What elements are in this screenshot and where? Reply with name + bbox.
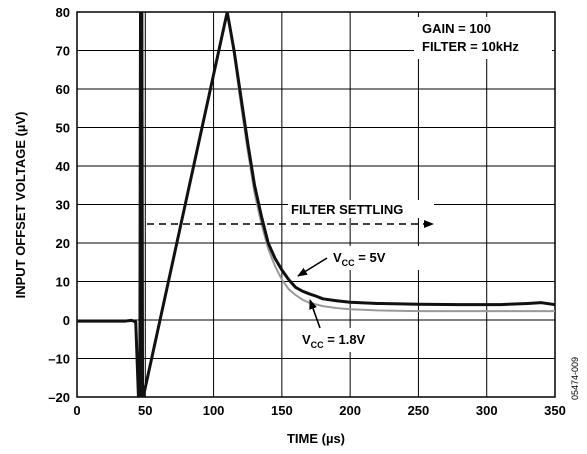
y-tick-label: 70 [56, 44, 70, 59]
y-axis-title: INPUT OFFSET VOLTAGE (µV) [13, 112, 28, 299]
series-layer [77, 12, 555, 397]
x-tick-label: 300 [476, 403, 498, 418]
y-tick-labels: –20 –10 0 10 20 30 40 50 60 70 80 [48, 5, 70, 405]
x-tick-labels: 0 50 100 150 200 250 300 350 [73, 403, 565, 418]
y-tick-label: –20 [48, 390, 70, 405]
vcc5-label: VCC = 5V [333, 250, 386, 268]
vcc18-label-bg [299, 328, 409, 352]
y-tick-label: 20 [56, 236, 70, 251]
vcc5-arrow [297, 257, 328, 277]
plot-frame [76, 11, 556, 398]
series-line-vcc-1-8v [77, 12, 555, 397]
series-line-vcc-5v [77, 12, 555, 397]
x-tick-label: 150 [271, 403, 293, 418]
settling-label-bg [288, 200, 434, 218]
x-tick-label: 50 [138, 403, 152, 418]
x-tick-label: 100 [203, 403, 225, 418]
y-tick-label: 60 [56, 82, 70, 97]
x-tick-label: 0 [73, 403, 80, 418]
y-tick-label: 30 [56, 198, 70, 213]
y-tick-label: 50 [56, 121, 70, 136]
y-tick-label: 0 [63, 313, 70, 328]
x-tick-label: 200 [339, 403, 361, 418]
vcc5-label-bg [330, 246, 420, 270]
vcc18-arrow [309, 299, 321, 329]
y-tick-label: –10 [48, 352, 70, 367]
annotation-box [414, 17, 552, 59]
y-tick-label: 10 [56, 275, 70, 290]
y-tick-label: 40 [56, 159, 70, 174]
y-tick-label: 80 [56, 5, 70, 20]
x-tick-label: 350 [544, 403, 566, 418]
gain-annotation: GAIN = 100 [422, 21, 491, 36]
filter-annotation: FILTER = 10kHz [422, 39, 519, 54]
x-tick-label: 250 [408, 403, 430, 418]
vcc18-label: VCC = 1.8V [302, 332, 366, 350]
filter-settling-label: FILTER SETTLING [291, 202, 403, 217]
x-axis-title: TIME (µs) [287, 431, 345, 446]
figure-id: 05474-009 [570, 357, 580, 400]
